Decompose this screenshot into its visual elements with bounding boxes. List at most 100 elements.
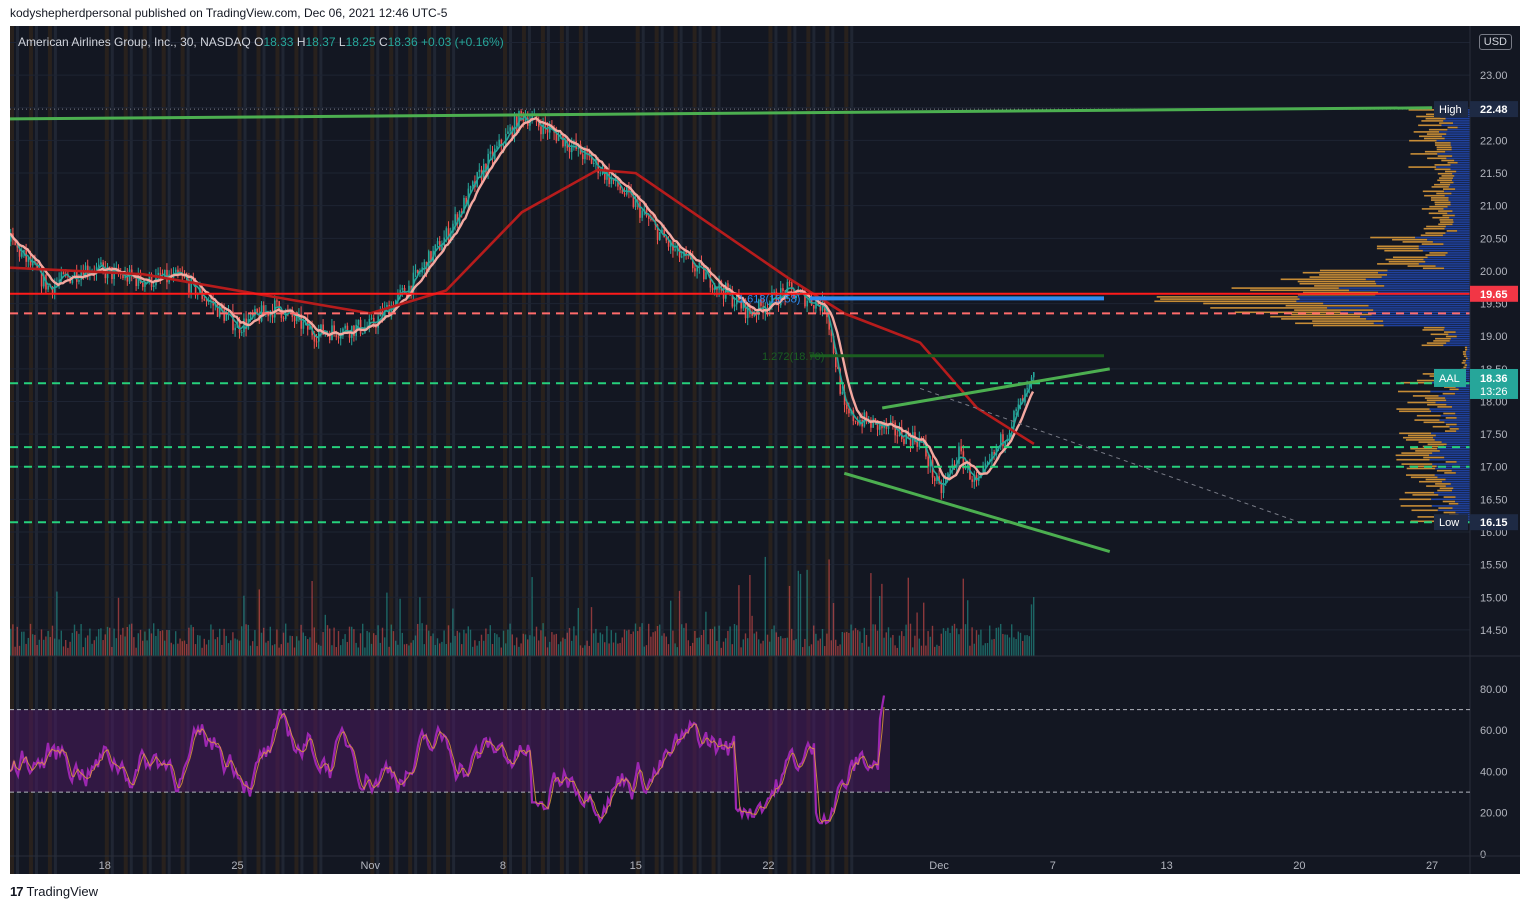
volume-profile-bar-down [1323,302,1470,305]
currency-button[interactable]: USD [1478,34,1512,50]
volume-bar [643,646,645,656]
session-band [129,26,133,874]
candle-body [828,317,830,330]
volume-bar [100,628,102,656]
volume-profile-bar-up [1408,109,1437,111]
volume-profile-bar-down [1455,188,1470,190]
candle-body [947,473,949,478]
range-label: Low [1439,517,1459,529]
volume-bar [674,643,676,656]
session-band [446,26,451,874]
volume-bar [681,624,683,656]
volume-profile-bar-down [1435,434,1470,437]
candle-body [368,318,371,327]
candle-body [639,201,641,218]
volume-bar [516,637,518,656]
volume-profile-bar-up [1461,362,1466,364]
candle-body [529,121,531,126]
volume-bar [595,628,597,656]
volume-bar [942,628,945,656]
volume-profile-bar-up [1410,447,1438,450]
candle-body [960,446,962,452]
candle-body [879,422,881,430]
volume-bar [733,623,736,656]
volume-bar [313,627,315,656]
volume-bar [962,578,964,656]
volume-bar [10,628,12,656]
candle-body [322,324,324,335]
volume-profile-bar-down [1447,212,1470,215]
volume-profile-bar-down [1435,401,1470,404]
volume-profile-bar-down [1457,161,1470,164]
volume-bar [1000,623,1002,656]
volume-profile-bar-down [1446,403,1470,406]
volume-bar [454,635,456,656]
volume-profile-bar-up [1424,137,1445,140]
volume-profile-bar-up [1463,366,1467,369]
volume-bar [953,623,956,656]
session-band [167,26,171,874]
candle-body [549,126,551,133]
volume-bar [720,647,722,656]
volume-bar [531,577,533,656]
candle-body [342,328,344,336]
volume-bar [828,559,830,656]
volume-bar [1011,624,1013,656]
volume-bar [725,638,727,656]
y-tick-label: 17.00 [1480,462,1508,474]
volume-profile-bar-up [1312,320,1384,322]
volume-profile-bar-up [1439,122,1454,124]
candle-body [375,325,377,328]
volume-bar [311,581,313,656]
candle-body [546,127,549,133]
session-band [565,26,569,874]
volume-profile-bar-up [1424,397,1446,399]
volume-bar [687,640,689,656]
volume-bar [890,637,892,656]
chart-canvas[interactable]: 1.618(19.58) 1.272(18.70) 14.50 15.00 15.50 1… [10,26,1520,874]
volume-profile-bar-up [1417,516,1442,518]
volume-bar [623,629,626,656]
volume-profile-bar-down [1434,439,1470,441]
volume-profile-bar-up [1312,324,1384,327]
volume-bar [835,639,837,656]
volume-profile-bar-up [1445,423,1457,426]
candle-body [685,251,687,256]
volume-bar [326,625,329,656]
volume-bar [909,623,912,656]
volume-bar [599,632,601,656]
countdown-label: 13:26 [1480,386,1508,398]
candle-body [302,321,305,329]
volume-profile-bar-down [1455,331,1470,333]
volume-bar [993,638,995,656]
candle-body [406,294,408,298]
volume-profile-bar-up [1384,249,1423,252]
volume-bar [729,626,731,656]
volume-bar [111,646,113,656]
candle-body [135,277,137,287]
session-band [508,26,512,874]
volume-profile-bar-down [1449,425,1470,428]
volume-bar [494,633,496,656]
volume-bar [678,590,681,656]
volume-profile-bar-up [1376,245,1419,248]
candle-body [62,272,65,275]
candle-body [1019,398,1022,405]
volume-profile-bar-up [1462,351,1467,353]
volume-bar [205,644,208,656]
volume-bar [540,630,542,656]
volume-profile-bar-up [1280,278,1366,281]
volume-profile-bar-down [1451,192,1470,195]
range-price-label: 16.15 [1480,517,1508,529]
session-band [850,26,854,874]
candle-body [263,305,265,314]
volume-bar [102,640,104,656]
volume-profile-bar-up [1154,300,1297,303]
volume-profile-bar-up [1413,131,1440,133]
volume-bar [914,635,916,656]
volume-bar [458,632,461,656]
volume-profile-bar-down [1296,300,1470,303]
volume-profile-bar-up [1407,401,1436,404]
volume-profile-bar-down [1453,219,1470,221]
volume-profile-bar-down [1436,166,1470,168]
